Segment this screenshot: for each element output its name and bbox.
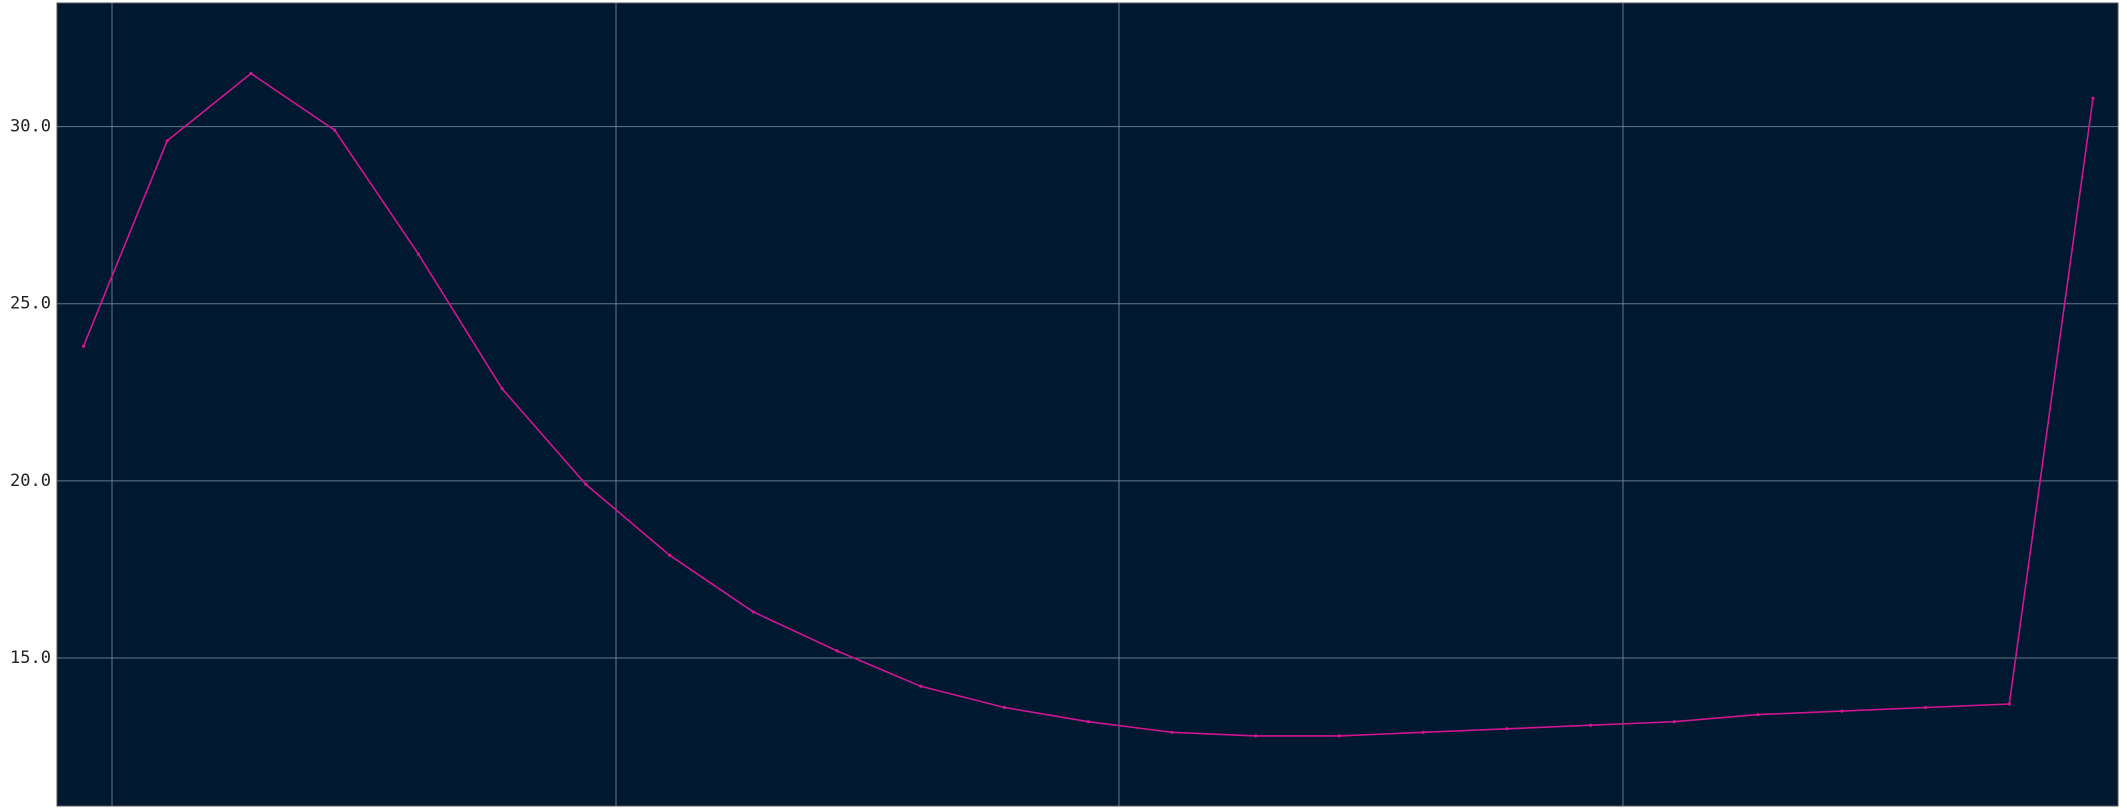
- point: [1170, 730, 1174, 734]
- y-tick-label: 15.0: [10, 648, 51, 668]
- point: [1756, 713, 1760, 717]
- plot-background: [56, 2, 2119, 807]
- point: [2091, 96, 2095, 100]
- point: [1923, 705, 1928, 710]
- point: [416, 252, 421, 256]
- point: [2007, 702, 2011, 706]
- point: [1589, 723, 1593, 727]
- point: [751, 610, 755, 614]
- y-tick-label: 30.0: [10, 117, 51, 137]
- point: [919, 684, 923, 688]
- y-tick-label: 20.0: [10, 471, 51, 491]
- point: [1337, 734, 1342, 738]
- point: [668, 553, 672, 557]
- point: [1505, 727, 1509, 731]
- point: [1086, 720, 1090, 724]
- point: [165, 139, 169, 143]
- point: [333, 128, 337, 132]
- y-tick-label: 25.0: [10, 294, 51, 314]
- point: [584, 482, 588, 486]
- point: [500, 387, 504, 391]
- point: [1840, 709, 1844, 713]
- point: [81, 344, 86, 348]
- point: [1672, 720, 1676, 724]
- point: [1421, 730, 1425, 734]
- point: [1254, 734, 1258, 738]
- point: [835, 649, 839, 653]
- point: [1002, 705, 1007, 710]
- point: [249, 71, 253, 76]
